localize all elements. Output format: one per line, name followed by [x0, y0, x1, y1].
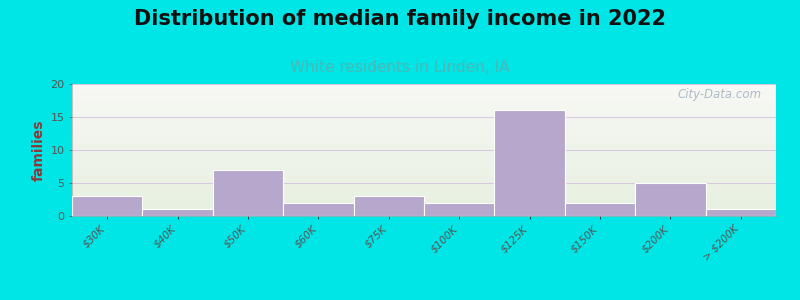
- Bar: [354, 196, 424, 216]
- Bar: [635, 183, 706, 216]
- Bar: [142, 209, 213, 216]
- Y-axis label: families: families: [32, 119, 46, 181]
- Bar: [213, 170, 283, 216]
- Bar: [424, 203, 494, 216]
- Bar: [706, 209, 776, 216]
- Bar: [565, 203, 635, 216]
- Text: Distribution of median family income in 2022: Distribution of median family income in …: [134, 9, 666, 29]
- Bar: [494, 110, 565, 216]
- Text: White residents in Linden, IA: White residents in Linden, IA: [290, 60, 510, 75]
- Bar: [72, 196, 142, 216]
- Text: City-Data.com: City-Data.com: [678, 88, 762, 101]
- Bar: [283, 203, 354, 216]
